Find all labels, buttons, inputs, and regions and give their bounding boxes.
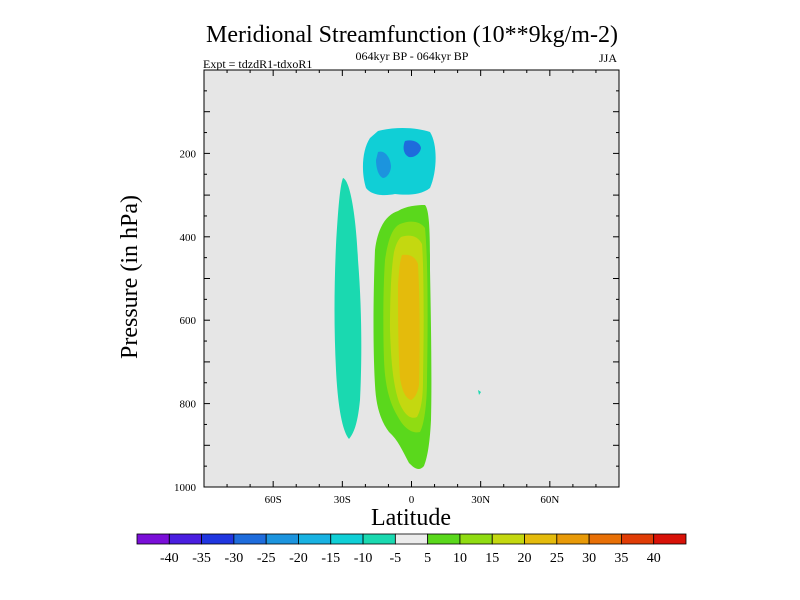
colorbar-swatch [330,533,364,545]
colorbar-swatch [362,533,396,545]
season-label: JJA [599,51,617,65]
colorbar-swatch [653,533,687,545]
colorbar-label: -30 [225,551,244,566]
colorbar-swatch [265,533,299,545]
colorbar-swatch [427,533,461,545]
y-tick-label: 600 [180,315,197,327]
contour-positive-20 [398,254,420,400]
colorbar-swatch [233,533,267,545]
colorbar-swatch [588,533,622,545]
colorbar-label: 30 [582,551,596,566]
contour-negative-upper-mid [376,151,391,178]
colorbar-label: 40 [647,551,661,566]
y-axis-ticks: 200 400 600 800 1000 [174,90,619,494]
contour-fill-layer [334,128,481,470]
colorbar-label: 5 [424,551,431,566]
colorbar-swatch [168,533,202,545]
colorbar-label: 10 [453,551,467,566]
colorbar-label: 25 [550,551,564,566]
colorbar-swatch [298,533,332,545]
colorbar-swatch [459,533,493,545]
y-tick-label: 1000 [174,482,197,494]
colorbar-label: 20 [518,551,532,566]
colorbar-label: -15 [321,551,340,566]
chart-title: Meridional Streamfunction (10**9kg/m-2) [206,22,618,48]
y-tick-label: 200 [180,148,197,160]
x-tick-label: 0 [409,494,415,506]
contour-small-30n [478,390,481,395]
colorbar-swatch [136,533,170,545]
y-tick-label: 800 [180,399,197,411]
x-tick-label: 60N [540,494,559,506]
x-axis-ticks: 60S 30S 0 30N 60N [226,70,597,506]
x-tick-label: 30S [334,494,351,506]
colorbar-label: -25 [257,551,276,566]
colorbar-label: -20 [289,551,308,566]
colorbar: -40 -35 -30 -25 -20 -15 -10 -5 5 10 15 20 25 30 35 40 [136,533,687,566]
colorbar-swatch [491,533,525,545]
colorbar-label: -35 [192,551,211,566]
colorbar-label: -10 [354,551,373,566]
colorbar-swatch [621,533,655,545]
x-axis-label: Latitude [371,505,451,531]
colorbar-swatch [556,533,590,545]
colorbar-label: 15 [485,551,499,566]
contour-negative-upper-core [403,140,421,158]
experiment-label: Expt = tdzdR1-tdxoR1 [203,57,312,71]
contour-negative-south-outer [334,178,362,439]
y-axis-label: Pressure (in hPa) [117,195,143,359]
colorbar-label: -40 [160,551,179,566]
colorbar-swatch [524,533,558,545]
x-tick-label: 30N [471,494,490,506]
colorbar-label: 35 [614,551,628,566]
contour-negative-upper-outer [362,128,436,196]
x-tick-label: 60S [265,494,282,506]
y-tick-label: 400 [180,232,197,244]
colorbar-swatch [394,533,429,545]
colorbar-swatch [201,533,235,545]
period-label: 064kyr BP - 064kyr BP [356,49,469,63]
colorbar-label: -5 [390,551,402,566]
